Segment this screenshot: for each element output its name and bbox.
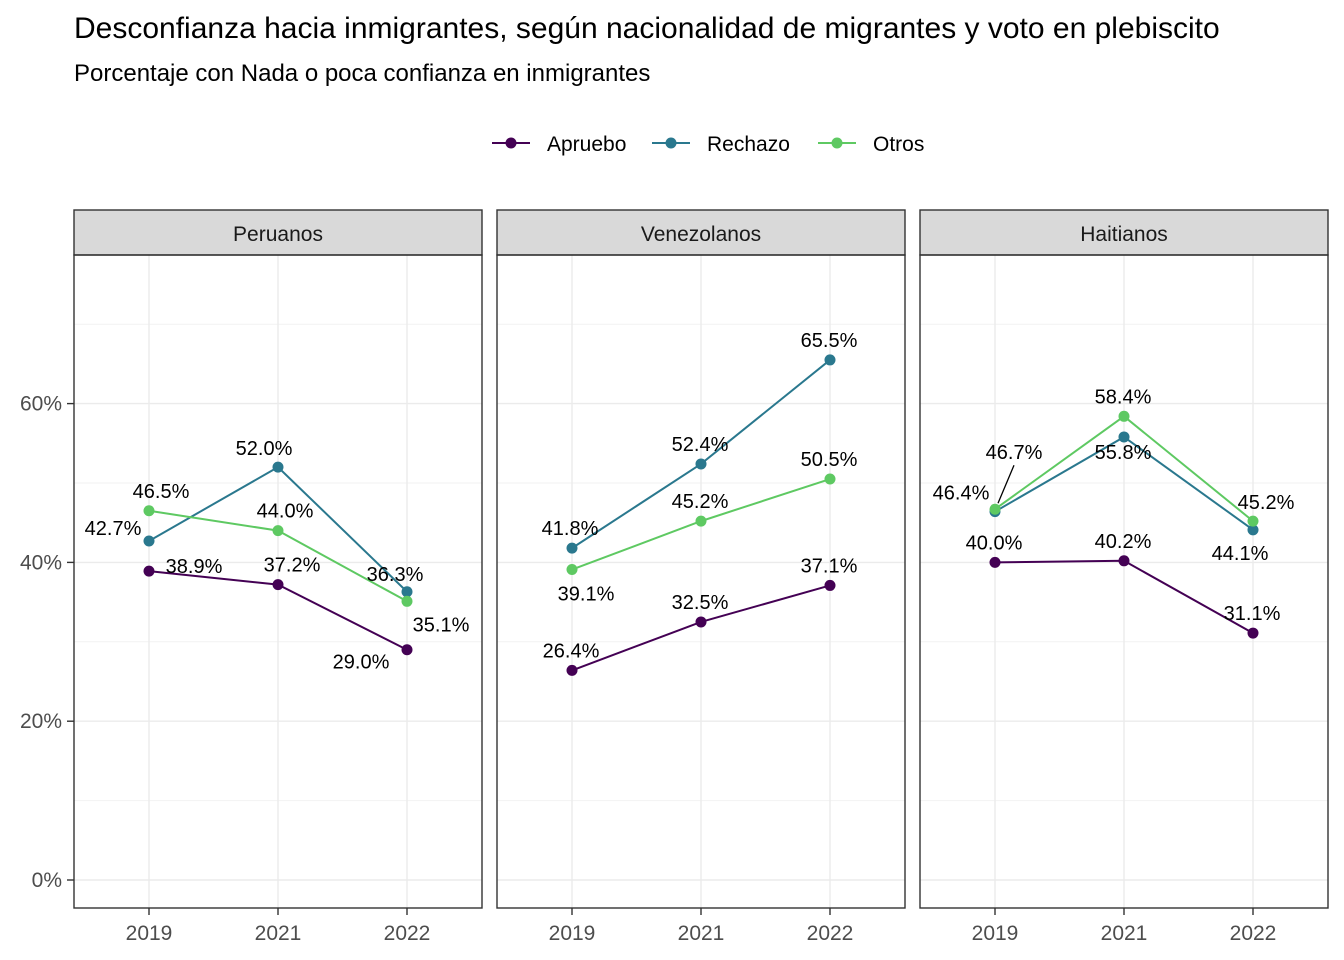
data-point-rechazo: [695, 458, 707, 470]
data-label-otros: 39.1%: [558, 584, 615, 606]
x-tick-label: 2019: [126, 922, 173, 945]
chart-subtitle: Porcentaje con Nada o poca confianza en …: [74, 60, 651, 87]
data-label-rechazo: 46.4%: [933, 483, 990, 505]
data-label-otros: 58.4%: [1095, 386, 1152, 408]
legend-marker-rechazo: [665, 137, 677, 149]
label-leader-line: [997, 464, 1015, 504]
data-point-apruebo: [1118, 555, 1130, 567]
data-point-otros: [989, 503, 1001, 515]
data-label-apruebo: 29.0%: [333, 652, 390, 674]
data-point-otros: [695, 515, 707, 527]
facet-strip: [919, 209, 1329, 256]
data-point-rechazo: [1247, 524, 1259, 536]
data-label-apruebo: 40.0%: [966, 532, 1023, 554]
data-label-apruebo: 26.4%: [543, 640, 600, 662]
y-tick-label: 60%: [20, 393, 62, 416]
data-label-otros: 46.7%: [986, 442, 1043, 464]
x-tick-label: 2019: [972, 922, 1019, 945]
legend-marker-otros: [831, 137, 843, 149]
data-point-otros: [272, 525, 284, 537]
data-point-apruebo: [989, 556, 1001, 568]
data-point-otros: [401, 595, 413, 607]
data-label-apruebo: 40.2%: [1095, 531, 1152, 553]
data-point-apruebo: [695, 616, 707, 628]
data-point-apruebo: [143, 565, 155, 577]
data-point-rechazo: [272, 461, 284, 473]
data-point-otros: [1118, 410, 1130, 422]
data-label-otros: 44.0%: [257, 501, 314, 523]
x-tick-label: 2021: [255, 922, 302, 945]
data-point-otros: [824, 473, 836, 485]
data-label-apruebo: 32.5%: [672, 592, 729, 614]
facet-panels: Peruanos 38.9% 37.2% 29.0% 42.7% 52.0% 36.3% 46…: [20, 209, 1329, 945]
facet-strip: [73, 209, 483, 256]
panel-venezolanos: Venezolanos 26.4% 32.5% 37.1% 41.8% 52.4% 65.5…: [496, 209, 906, 945]
x-tick-label: 2022: [384, 922, 431, 945]
data-label-otros: 46.5%: [133, 481, 190, 503]
data-label-apruebo: 38.9%: [166, 556, 223, 578]
legend-label-otros: Otros: [873, 133, 924, 156]
y-tick-label: 40%: [20, 551, 62, 574]
data-label-apruebo: 37.2%: [264, 555, 321, 577]
x-tick-label: 2022: [1230, 922, 1277, 945]
legend-label-rechazo: Rechazo: [707, 133, 790, 156]
data-point-rechazo: [401, 586, 413, 598]
data-point-rechazo: [824, 354, 836, 366]
legend-marker-apruebo: [505, 137, 517, 149]
data-label-apruebo: 37.1%: [801, 555, 858, 577]
data-point-apruebo: [1247, 627, 1259, 639]
data-label-rechazo: 52.0%: [236, 438, 293, 460]
data-point-otros: [566, 564, 578, 576]
facet-strip-label: Peruanos: [233, 223, 323, 246]
panel-haitianos: Haitianos 40.0% 40.2% 31.1% 46.4% 55.8% 44.1% 4…: [919, 209, 1329, 945]
data-label-rechazo: 55.8%: [1095, 442, 1152, 464]
y-tick-label: 0%: [32, 869, 62, 892]
data-label-rechazo: 41.8%: [542, 518, 599, 540]
facet-strip-label: Venezolanos: [641, 223, 761, 246]
legend-label-apruebo: Apruebo: [547, 133, 626, 156]
data-point-apruebo: [566, 664, 578, 676]
chart-title: Desconfianza hacia inmigrantes, según na…: [74, 12, 1220, 45]
legend: Apruebo Rechazo Otros: [492, 133, 924, 156]
data-point-otros: [143, 505, 155, 517]
x-tick-label: 2019: [549, 922, 596, 945]
data-label-otros: 50.5%: [801, 449, 858, 471]
data-point-otros: [1247, 515, 1259, 527]
data-label-otros: 35.1%: [413, 614, 470, 636]
data-point-apruebo: [401, 644, 413, 656]
y-tick-label: 20%: [20, 710, 62, 733]
data-point-rechazo: [566, 542, 578, 554]
data-point-rechazo: [1118, 431, 1130, 443]
panel-peruanos: Peruanos 38.9% 37.2% 29.0% 42.7% 52.0% 36.3% 46…: [20, 209, 483, 945]
x-tick-label: 2022: [807, 922, 854, 945]
data-label-rechazo: 44.1%: [1212, 543, 1269, 565]
data-point-apruebo: [824, 579, 836, 591]
data-label-rechazo: 65.5%: [801, 330, 858, 352]
data-label-otros: 45.2%: [672, 491, 729, 513]
data-point-apruebo: [272, 579, 284, 591]
data-label-apruebo: 31.1%: [1224, 603, 1281, 625]
x-tick-label: 2021: [1101, 922, 1148, 945]
facet-strip-label: Haitianos: [1080, 223, 1168, 246]
data-label-rechazo: 42.7%: [85, 518, 142, 540]
x-tick-label: 2021: [678, 922, 725, 945]
data-label-otros: 45.2%: [1238, 492, 1295, 514]
data-label-rechazo: 36.3%: [367, 564, 424, 586]
data-label-rechazo: 52.4%: [672, 434, 729, 456]
data-point-rechazo: [143, 535, 155, 547]
facet-strip: [496, 209, 906, 256]
